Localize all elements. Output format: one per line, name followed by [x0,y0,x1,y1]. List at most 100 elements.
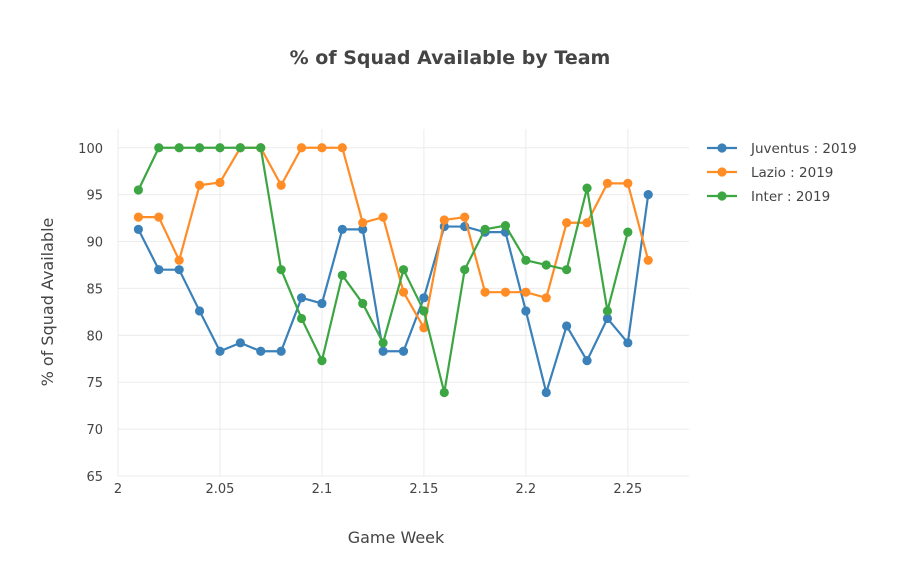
data-point[interactable] [337,224,347,234]
data-point[interactable] [623,227,633,237]
data-point[interactable] [460,212,470,222]
data-point[interactable] [378,346,388,356]
x-axis-label: Game Week [348,528,445,547]
data-point[interactable] [562,321,572,331]
data-point[interactable] [235,143,245,153]
data-point[interactable] [215,346,225,356]
data-point[interactable] [296,293,307,303]
data-point[interactable] [256,346,266,356]
data-point[interactable] [602,306,613,316]
data-point[interactable] [256,143,266,153]
data-point[interactable] [174,255,184,265]
series-line [138,146,650,329]
data-point[interactable] [215,143,225,153]
data-point[interactable] [276,346,286,356]
legend-label: Inter : 2019 [751,189,830,205]
data-point[interactable] [296,313,307,324]
data-point[interactable] [194,180,205,190]
data-point[interactable] [337,143,347,153]
data-point[interactable] [317,356,327,366]
data-point[interactable] [500,287,511,297]
legend-swatch-marker [717,143,727,153]
data-point[interactable] [378,212,388,222]
data-point[interactable] [602,313,613,324]
data-point[interactable] [317,298,327,309]
data-point[interactable] [439,215,449,225]
y-tick-label: 80 [86,329,103,344]
series-layer [133,143,653,398]
data-point[interactable] [480,287,490,297]
data-point[interactable] [521,287,531,297]
data-point[interactable] [480,224,490,234]
data-point[interactable] [154,212,164,222]
legend: Juventus : 2019 Lazio : 2019 Inter : 2019 [707,141,857,205]
data-point[interactable] [562,265,572,275]
data-point[interactable] [582,183,592,193]
x-tick-label: 2.1 [312,482,333,497]
y-tick-label: 90 [86,236,103,251]
data-point[interactable] [154,265,164,275]
data-point[interactable] [194,143,205,153]
grid [117,129,689,477]
data-point[interactable] [276,180,286,190]
data-point[interactable] [276,265,286,275]
axes: 2 2.05 2.1 2.15 2.2 2.25 65 70 75 80 85 90 95 100 [78,142,642,497]
chart-title: % of Squad Available by Team [290,47,611,69]
legend-item[interactable]: Inter : 2019 [707,189,830,205]
data-point[interactable] [623,338,633,348]
data-point[interactable] [133,212,143,222]
data-point[interactable] [602,178,613,188]
legend-item[interactable]: Lazio : 2019 [707,165,833,181]
data-point[interactable] [521,255,531,265]
series-1 [133,143,653,333]
data-point[interactable] [541,260,551,270]
data-point[interactable] [174,265,184,275]
y-tick-label: 85 [86,282,103,297]
data-point[interactable] [643,255,653,265]
data-point[interactable] [174,143,184,153]
data-point[interactable] [194,306,205,316]
legend-swatch-marker [717,191,727,201]
data-point[interactable] [378,338,388,348]
data-point[interactable] [562,218,572,228]
legend-item[interactable]: Juventus : 2019 [707,141,857,157]
data-point[interactable] [398,265,409,275]
data-point[interactable] [623,178,633,188]
data-point[interactable] [582,356,592,366]
x-tick-label: 2.2 [516,482,537,497]
legend-label: Lazio : 2019 [751,165,833,181]
data-point[interactable] [296,143,307,153]
data-point[interactable] [398,287,409,297]
data-point[interactable] [358,224,368,234]
legend-label: Juventus : 2019 [750,141,857,157]
data-point[interactable] [215,177,225,188]
series-0 [133,190,653,398]
series-line [137,194,650,394]
data-point[interactable] [541,387,551,398]
data-point[interactable] [541,293,551,303]
data-point[interactable] [419,306,429,316]
y-tick-label: 70 [86,423,103,438]
data-point[interactable] [582,218,592,228]
data-point[interactable] [419,293,429,303]
data-point[interactable] [337,270,347,280]
data-point[interactable] [133,185,143,195]
data-point[interactable] [398,346,409,356]
y-axis-label: % of Squad Available [38,218,57,387]
data-point[interactable] [460,265,470,275]
y-tick-label: 95 [86,189,103,204]
data-point[interactable] [133,224,143,234]
data-point[interactable] [500,220,511,231]
data-point[interactable] [235,338,245,348]
data-point[interactable] [358,218,368,228]
y-tick-label: 75 [86,376,103,391]
data-point[interactable] [643,190,653,200]
data-point[interactable] [419,323,429,333]
data-point[interactable] [521,306,531,316]
data-point[interactable] [358,298,368,309]
data-point[interactable] [154,143,164,153]
data-point[interactable] [317,143,327,153]
data-point[interactable] [439,387,449,398]
